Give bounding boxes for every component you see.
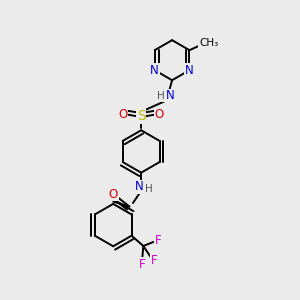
Text: N: N	[134, 180, 143, 193]
Text: O: O	[118, 108, 128, 121]
Text: N: N	[185, 64, 194, 77]
Text: O: O	[109, 188, 118, 201]
Text: H: H	[145, 184, 152, 194]
Text: CH₃: CH₃	[199, 38, 218, 48]
Text: F: F	[151, 254, 158, 267]
Text: S: S	[137, 109, 146, 123]
Text: N: N	[166, 89, 174, 102]
Text: F: F	[155, 234, 161, 247]
Text: O: O	[155, 108, 164, 121]
Text: H: H	[157, 92, 165, 101]
Text: F: F	[139, 258, 145, 271]
Text: N: N	[150, 64, 159, 77]
